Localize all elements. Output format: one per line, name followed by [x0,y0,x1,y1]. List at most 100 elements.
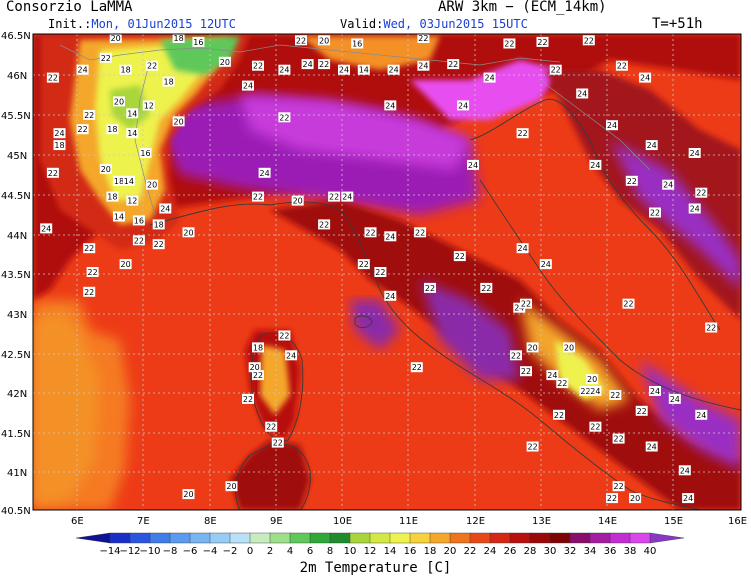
temperature-value-text: 24 [458,101,468,110]
colorbar-swatch [489,532,511,544]
colorbar-label: 24 [484,546,497,557]
temperature-value-box [384,100,397,111]
temperature-value-box [553,409,565,420]
temperature-value-box [301,59,314,70]
temperature-value: 22 [83,286,96,297]
temperature-value-text: 20 [174,117,184,126]
colorbar-swatch [509,532,531,544]
temperature-value: 22 [480,282,493,293]
valid-value: Wed, 03Jun2015 15UTC [383,17,528,31]
temperature-value-text: 22 [48,169,58,178]
temperature-value-text: 20 [114,97,124,106]
temperature-value: 22 [83,109,96,120]
coastline-elba [354,315,373,329]
temperature-value-box [695,187,708,198]
temperature-value-text: 24 [683,494,693,503]
temperature-value-box [109,33,122,43]
temperature-value-text: 20 [319,36,329,45]
temperature-value: 24 [589,386,602,396]
colorbar: −14−12−10 −8 −6 −4 −2 0 2 4 6 8 10 12 14 16 18 20 22 24 26… [75,532,685,557]
colorbar-swatch [409,532,431,544]
temperature-value-box [678,465,691,476]
temperature-value-box [172,116,185,127]
temperature-value: 24 [278,64,291,75]
temperature-value-text: 22 [614,435,624,444]
colorbar-label: −4 [203,546,218,557]
temperature-value-box [119,259,132,270]
temperature-value-text: 22 [375,268,385,277]
colorbar-title: 2m Temperature [C] [299,560,452,576]
temperature-value-box [162,76,175,87]
lat-label: 41N [7,468,27,479]
temperature-value: 24 [341,191,354,202]
border-france-italy [134,59,156,216]
temperature-value-text: 16 [140,149,150,158]
border-alpine [59,44,561,66]
lon-label: 9E [270,516,283,527]
colorbar-swatch [589,532,611,544]
temperature-value: 24 [589,159,602,170]
temperature-value: 24 [546,370,559,381]
temperature-value-box [688,148,701,158]
temperature-value-box [417,33,430,43]
temperature-value: 14 [122,175,135,186]
temperature-value: 18 [172,33,185,43]
temperature-value-box [142,100,155,111]
temperature-value-text: 20 [226,482,236,491]
lat-label: 44N [7,231,27,242]
temperature-value-box [582,35,595,46]
temperature-value-text: 24 [468,161,478,170]
temperature-value-text: 24 [640,74,650,83]
temperature-value-box [126,195,139,206]
temperature-value-text: 24 [41,224,51,233]
temperature-value-box [414,227,427,238]
temperature-value: 24 [76,64,89,75]
temperature-value-box [106,124,119,135]
temperature-value: 16 [351,38,364,49]
temperature-value-box [83,286,96,297]
temperature-value-box [338,64,350,75]
colorbar-label: 16 [404,546,417,557]
temperature-value-box [589,159,602,170]
colorbar-label: 8 [327,546,333,557]
colorbar-swatch [75,532,111,544]
temperature-value-text: 22 [521,367,531,376]
temperature-value-box [291,195,304,206]
colorbar-swatch [529,532,551,544]
temperature-value-text: 22 [623,300,633,309]
temperature-value: 22 [242,393,254,404]
temperature-value-text: 24 [286,351,296,360]
temperature-value-box [513,302,526,313]
temperature-value: 20 [291,195,304,206]
temperature-value-box [278,64,291,75]
temperature-value-box [278,330,291,341]
temperature-value-box [132,215,145,226]
temperature-value-box [146,60,159,71]
temperature-value-text: 20 [528,343,538,352]
temperature-value-box [99,52,112,63]
temperature-value-text: 22 [590,423,600,432]
colorbar-label: −14 [99,546,120,557]
temperature-value-text: 24 [389,66,399,75]
temperature-value: 20 [172,116,185,127]
colorbar-label: 36 [604,546,617,557]
temperature-value: 22 [410,362,423,373]
colorbar-label: 14 [384,546,397,557]
temperature-value: 20 [225,481,238,492]
temperature-value: 12 [126,195,139,206]
colorbar-swatch [189,532,211,544]
temperature-value-text: 22 [518,129,528,138]
temperature-value-text: 22 [415,228,425,237]
temperature-value-box [278,112,291,123]
temperature-value-text: 22 [412,363,422,372]
temperature-value: 24 [384,290,397,301]
temperature-value: 22 [364,227,377,238]
temperature-value-text: 24 [663,181,673,190]
temperature-value-box [480,282,493,293]
temperature-value-text: 22 [504,40,514,49]
temperature-value-text: 22 [253,62,263,71]
temperature-value-box [265,421,278,432]
coastline-corsica [250,332,304,442]
temperature-value-box [682,493,695,504]
